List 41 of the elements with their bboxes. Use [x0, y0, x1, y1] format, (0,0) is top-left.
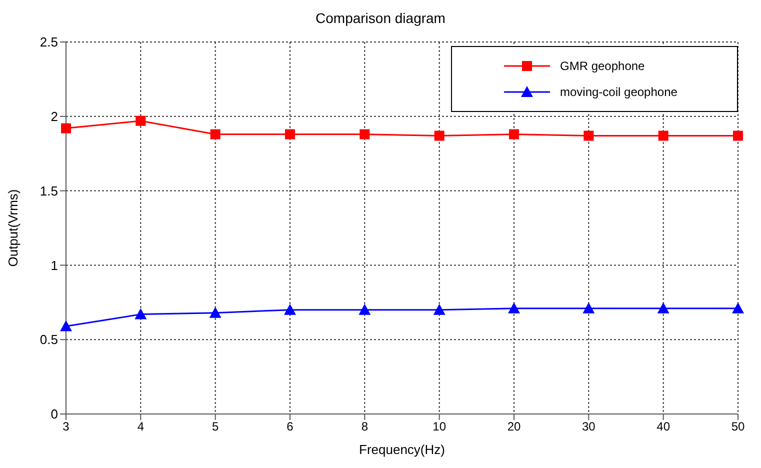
- x-tick-label: 4: [137, 420, 144, 434]
- point: [732, 302, 744, 314]
- y-axis-title: Output(Vrms): [6, 189, 21, 267]
- point: [136, 116, 146, 126]
- x-tick-label: 30: [582, 420, 596, 434]
- point: [582, 302, 595, 314]
- legend-label: moving-coil geophone: [560, 85, 678, 99]
- point: [584, 130, 594, 141]
- x-tick-label: 5: [212, 420, 219, 434]
- x-tick-label: 3: [62, 420, 70, 434]
- x-tick-label: 50: [731, 420, 745, 434]
- point: [209, 306, 222, 318]
- y-tick-label: 2: [50, 109, 58, 124]
- point: [434, 130, 444, 141]
- chart-title: Comparison diagram: [314, 10, 446, 26]
- x-axis-title: Frequency(Hz): [359, 442, 445, 457]
- point: [657, 302, 670, 314]
- point: [733, 130, 743, 141]
- x-tick-label: 6: [286, 420, 294, 434]
- y-tick-label: 1: [50, 258, 58, 273]
- y-tick-label: 0: [50, 406, 58, 422]
- point: [210, 129, 220, 140]
- point: [60, 320, 72, 332]
- point: [285, 129, 295, 140]
- x-tick-label: 20: [507, 420, 521, 434]
- point: [508, 302, 520, 314]
- x-tick-label: 40: [656, 420, 670, 434]
- point: [433, 304, 446, 315]
- point: [358, 304, 371, 315]
- point: [134, 308, 147, 320]
- y-tick-label: 1.5: [40, 183, 58, 198]
- y-tick-label: 0.5: [40, 332, 58, 348]
- x-tick-label: 10: [432, 420, 446, 434]
- point: [284, 304, 296, 315]
- x-tick-label: 8: [361, 420, 368, 434]
- point: [360, 129, 370, 140]
- point: [61, 123, 71, 134]
- point: [509, 129, 519, 140]
- y-tick-label: 2.5: [40, 34, 58, 50]
- legend-label: GMR geophone: [560, 59, 645, 73]
- point: [658, 130, 668, 141]
